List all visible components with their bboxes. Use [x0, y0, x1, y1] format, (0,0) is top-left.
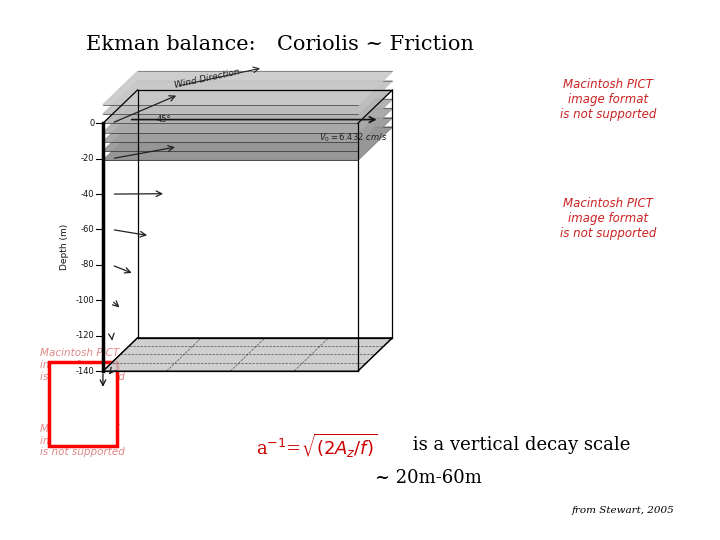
Text: ~ 20m-60m: ~ 20m-60m	[375, 469, 482, 487]
Text: Wind Direction: Wind Direction	[173, 68, 240, 90]
Text: Macintosh PICT
image format
is not supported: Macintosh PICT image format is not suppo…	[40, 348, 125, 381]
Text: is a vertical decay scale: is a vertical decay scale	[407, 436, 630, 455]
Text: 0: 0	[89, 119, 94, 128]
Text: Macintosh PICT
image format
is not supported: Macintosh PICT image format is not suppo…	[40, 424, 125, 457]
Text: Macintosh PICT
image format
is not supported: Macintosh PICT image format is not suppo…	[560, 197, 657, 240]
Text: a$^{-1}$=$\sqrt{(2A_z/f)}$: a$^{-1}$=$\sqrt{(2A_z/f)}$	[256, 431, 377, 460]
Text: 45°: 45°	[156, 115, 171, 124]
Text: Coriolis ~ Friction: Coriolis ~ Friction	[277, 35, 474, 54]
Polygon shape	[103, 127, 392, 160]
Polygon shape	[103, 99, 392, 132]
Text: -80: -80	[81, 260, 94, 269]
Polygon shape	[103, 90, 392, 123]
Text: -20: -20	[81, 154, 94, 163]
Text: -60: -60	[81, 225, 94, 234]
Text: Ekman balance:: Ekman balance:	[86, 35, 256, 54]
Bar	[49, 362, 117, 446]
Text: -100: -100	[76, 296, 94, 305]
Polygon shape	[103, 118, 392, 151]
Text: from Stewart, 2005: from Stewart, 2005	[572, 506, 674, 515]
Polygon shape	[103, 109, 392, 142]
Text: $V_0 = 6.432\ cm/s$: $V_0 = 6.432\ cm/s$	[319, 132, 387, 144]
Text: -40: -40	[81, 190, 94, 199]
Text: Depth (m): Depth (m)	[60, 224, 68, 271]
Polygon shape	[103, 338, 392, 371]
Text: -140: -140	[76, 367, 94, 376]
Text: -120: -120	[76, 331, 94, 340]
Polygon shape	[103, 71, 392, 105]
Text: Macintosh PICT
image format
is not supported: Macintosh PICT image format is not suppo…	[560, 78, 657, 122]
Polygon shape	[103, 81, 392, 114]
